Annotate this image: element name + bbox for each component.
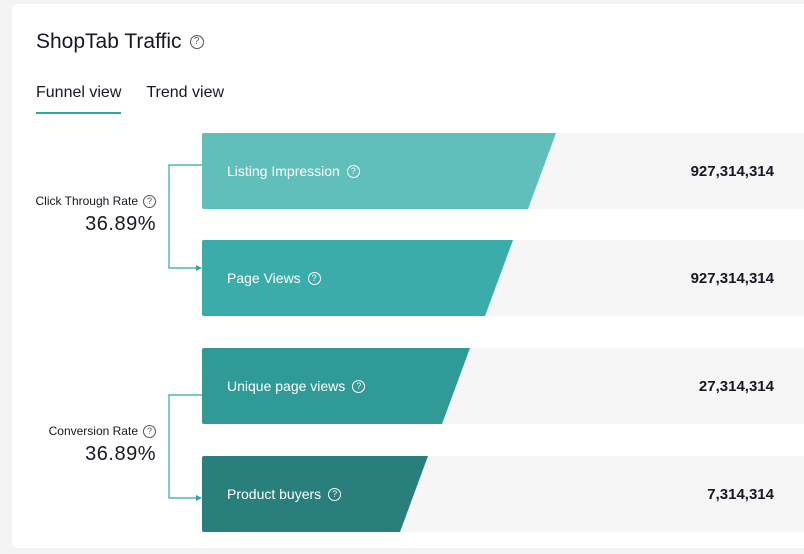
funnel-bar [202, 348, 470, 424]
question-circle-icon[interactable]: ? [346, 164, 360, 178]
view-tabs: Funnel view Trend view [36, 84, 224, 114]
funnel-value: 27,314,314 [698, 377, 774, 395]
funnel-label-row: Unique page views ? [227, 348, 366, 424]
ctr-connector-line [168, 164, 202, 269]
funnel-row-unique-page-views: Unique page views ? 27,314,314 [202, 348, 804, 424]
funnel-bar [202, 240, 513, 316]
funnel-label: Page Views [227, 270, 301, 286]
question-circle-icon[interactable]: ? [143, 194, 156, 208]
tab-funnel-view[interactable]: Funnel view [36, 84, 122, 114]
question-circle-icon[interactable]: ? [328, 487, 342, 501]
conversion-rate-metric: Conversion Rate ? 36.89% [49, 424, 156, 466]
card-title-text: ShopTab Traffic [36, 30, 182, 53]
traffic-card: ShopTab Traffic ? Funnel view Trend view… [12, 4, 804, 548]
question-circle-icon[interactable]: ? [307, 271, 321, 285]
question-circle-icon[interactable]: ? [189, 35, 204, 49]
funnel-value: 927,314,314 [690, 269, 774, 287]
click-through-rate-metric: Click Through Rate ? 36.89% [35, 194, 156, 236]
ctr-value: 36.89% [85, 213, 156, 235]
funnel-row-page-views: Page Views ? 927,314,314 [202, 240, 804, 316]
conversion-connector-line [168, 394, 202, 499]
ctr-label: Click Through Rate [35, 194, 139, 208]
conversion-label: Conversion Rate [48, 424, 138, 438]
conversion-label-row: Conversion Rate ? [49, 424, 156, 438]
funnel-value: 7,314,314 [707, 485, 774, 503]
funnel-label-row: Listing Impression ? [227, 133, 360, 209]
funnel-label: Product buyers [227, 486, 322, 502]
ctr-label-row: Click Through Rate ? [35, 194, 156, 208]
funnel-value: 927,314,314 [690, 162, 774, 180]
funnel-connectors [168, 164, 202, 501]
funnel-label-row: Product buyers ? [227, 456, 342, 532]
question-circle-icon[interactable]: ? [143, 424, 156, 438]
conversion-arrow-icon [196, 495, 202, 501]
funnel-label: Unique page views [227, 378, 346, 394]
funnel-bar [202, 456, 428, 532]
funnel-bar [202, 133, 556, 209]
funnel-label-row: Page Views ? [227, 240, 321, 316]
question-circle-icon[interactable]: ? [352, 379, 366, 393]
conversion-value: 36.89% [85, 443, 156, 465]
card-title: ShopTab Traffic ? [36, 30, 204, 54]
funnel-row-listing-impression: Listing Impression ? 927,314,314 [202, 133, 804, 209]
ctr-arrow-icon [196, 265, 202, 271]
funnel-row-product-buyers: Product buyers ? 7,314,314 [202, 456, 804, 532]
tab-trend-view[interactable]: Trend view [146, 84, 225, 101]
funnel-label: Listing Impression [227, 163, 340, 179]
